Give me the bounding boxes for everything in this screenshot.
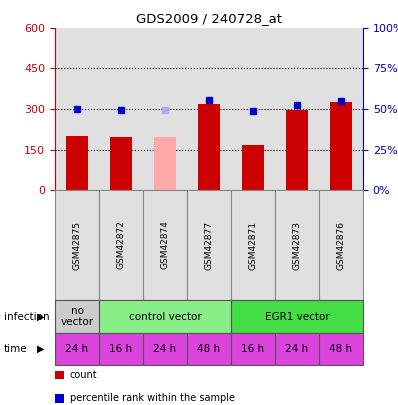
Text: 48 h: 48 h bbox=[197, 344, 220, 354]
Text: 48 h: 48 h bbox=[330, 344, 353, 354]
Text: count: count bbox=[70, 370, 98, 380]
Bar bbox=[99, 190, 143, 300]
Text: time: time bbox=[4, 344, 27, 354]
Text: ▶: ▶ bbox=[37, 311, 45, 322]
Bar bbox=[143, 333, 187, 365]
Bar bbox=[319, 333, 363, 365]
Text: GSM42871: GSM42871 bbox=[248, 220, 258, 269]
Bar bbox=[66, 136, 88, 190]
Text: percentile rank within the sample: percentile rank within the sample bbox=[70, 394, 235, 403]
Bar bbox=[286, 109, 308, 190]
Bar bbox=[154, 137, 176, 190]
Bar bbox=[242, 145, 264, 190]
Text: 24 h: 24 h bbox=[285, 344, 308, 354]
Text: no
vector: no vector bbox=[60, 306, 94, 327]
Text: GSM42877: GSM42877 bbox=[205, 220, 213, 269]
Bar bbox=[55, 333, 99, 365]
Bar bbox=[55, 300, 99, 333]
Bar bbox=[231, 300, 363, 333]
Text: GSM42873: GSM42873 bbox=[293, 220, 302, 269]
Text: GSM42874: GSM42874 bbox=[160, 221, 170, 269]
Text: infection: infection bbox=[4, 311, 50, 322]
Text: GSM42876: GSM42876 bbox=[336, 220, 345, 269]
Bar bbox=[187, 190, 231, 300]
Text: 24 h: 24 h bbox=[65, 344, 89, 354]
Text: ▶: ▶ bbox=[37, 344, 45, 354]
Bar bbox=[231, 333, 275, 365]
Text: GSM42872: GSM42872 bbox=[117, 221, 125, 269]
Bar bbox=[143, 190, 187, 300]
Bar bbox=[55, 190, 99, 300]
Text: control vector: control vector bbox=[129, 311, 201, 322]
Bar bbox=[99, 300, 231, 333]
Text: 16 h: 16 h bbox=[109, 344, 133, 354]
Text: 16 h: 16 h bbox=[242, 344, 265, 354]
Bar bbox=[275, 333, 319, 365]
Bar bbox=[275, 190, 319, 300]
Bar bbox=[198, 104, 220, 190]
Bar bbox=[110, 136, 132, 190]
Title: GDS2009 / 240728_at: GDS2009 / 240728_at bbox=[136, 13, 282, 26]
Bar bbox=[231, 190, 275, 300]
Text: GSM42875: GSM42875 bbox=[72, 220, 82, 269]
Bar bbox=[330, 102, 352, 190]
Text: 24 h: 24 h bbox=[154, 344, 177, 354]
Bar bbox=[319, 190, 363, 300]
Bar bbox=[187, 333, 231, 365]
Text: EGR1 vector: EGR1 vector bbox=[265, 311, 330, 322]
Bar bbox=[99, 333, 143, 365]
